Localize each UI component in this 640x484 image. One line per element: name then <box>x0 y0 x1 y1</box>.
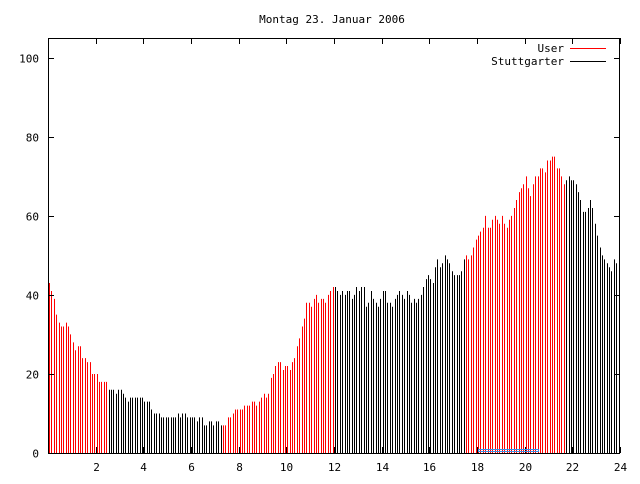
y-tick-label: 100 <box>19 53 39 66</box>
y-tick-label: 60 <box>26 211 39 224</box>
x-tick-label: 6 <box>188 461 195 474</box>
x-tick-label: 4 <box>140 461 147 474</box>
chart-title: Montag 23. Januar 2006 <box>259 13 405 26</box>
y-tick-label: 20 <box>26 369 39 382</box>
bars <box>49 156 620 453</box>
y-tick-label: 40 <box>26 290 39 303</box>
legend-label-user: User <box>538 42 565 55</box>
y-axis: 0 20 40 60 80 100 <box>19 53 620 461</box>
x-tick-label: 22 <box>566 461 579 474</box>
x-tick-label: 16 <box>423 461 436 474</box>
selection-marker <box>478 449 539 452</box>
x-tick-label: 2 <box>93 461 100 474</box>
x-tick-label: 18 <box>471 461 484 474</box>
legend: User Stuttgarter <box>491 42 606 68</box>
x-axis: 2 4 6 8 10 12 14 16 18 20 22 24 <box>93 38 627 474</box>
legend-label-stuttgarter: Stuttgarter <box>491 55 564 68</box>
x-tick-label: 12 <box>328 461 341 474</box>
x-tick-label: 24 <box>614 461 628 474</box>
x-tick-label: 14 <box>376 461 390 474</box>
x-tick-label: 8 <box>236 461 243 474</box>
y-tick-label: 0 <box>32 448 39 461</box>
x-tick-label: 10 <box>280 461 293 474</box>
x-tick-label: 20 <box>519 461 532 474</box>
y-tick-label: 80 <box>26 132 39 145</box>
